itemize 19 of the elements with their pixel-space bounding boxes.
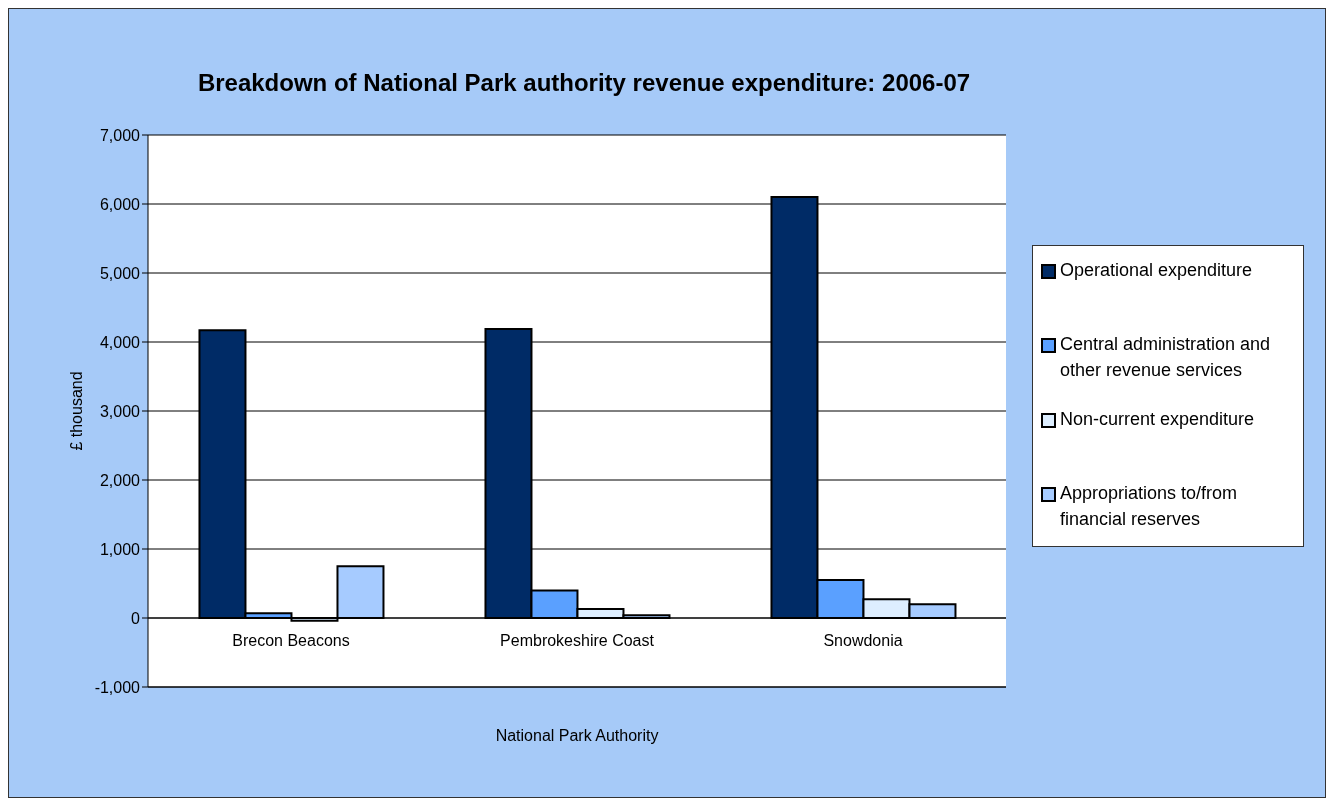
y-tick-label: -1,000 [94,678,141,696]
legend-label: Non-current expenditure [1060,408,1255,431]
legend-label: Operational expenditure [1060,259,1253,282]
x-axis-title: National Park Authority [495,727,659,744]
y-tick-label: 1,000 [99,540,141,558]
y-tick-label: 5,000 [99,264,141,282]
y-tick-label: 0 [131,609,141,627]
y-tick-label: 7,000 [99,126,141,144]
y-tick-label: 4,000 [99,333,141,351]
chart-title: Breakdown of National Park authority revenue expenditure: 2006-07 [196,69,972,97]
y-axis-title: £ thousand [67,371,85,451]
y-tick-label: 6,000 [99,195,141,213]
x-tick-label: Pembrokeshire Coast [500,631,655,649]
legend-label: Central administration and other revenue services [1060,333,1272,382]
x-tick-label: Snowdonia [823,631,903,649]
x-tick-label: Brecon Beacons [232,631,350,649]
y-tick-label: 3,000 [99,402,141,420]
y-tick-label: 2,000 [99,471,141,489]
legend-label: Appropriations to/from financial reserves [1060,482,1239,531]
